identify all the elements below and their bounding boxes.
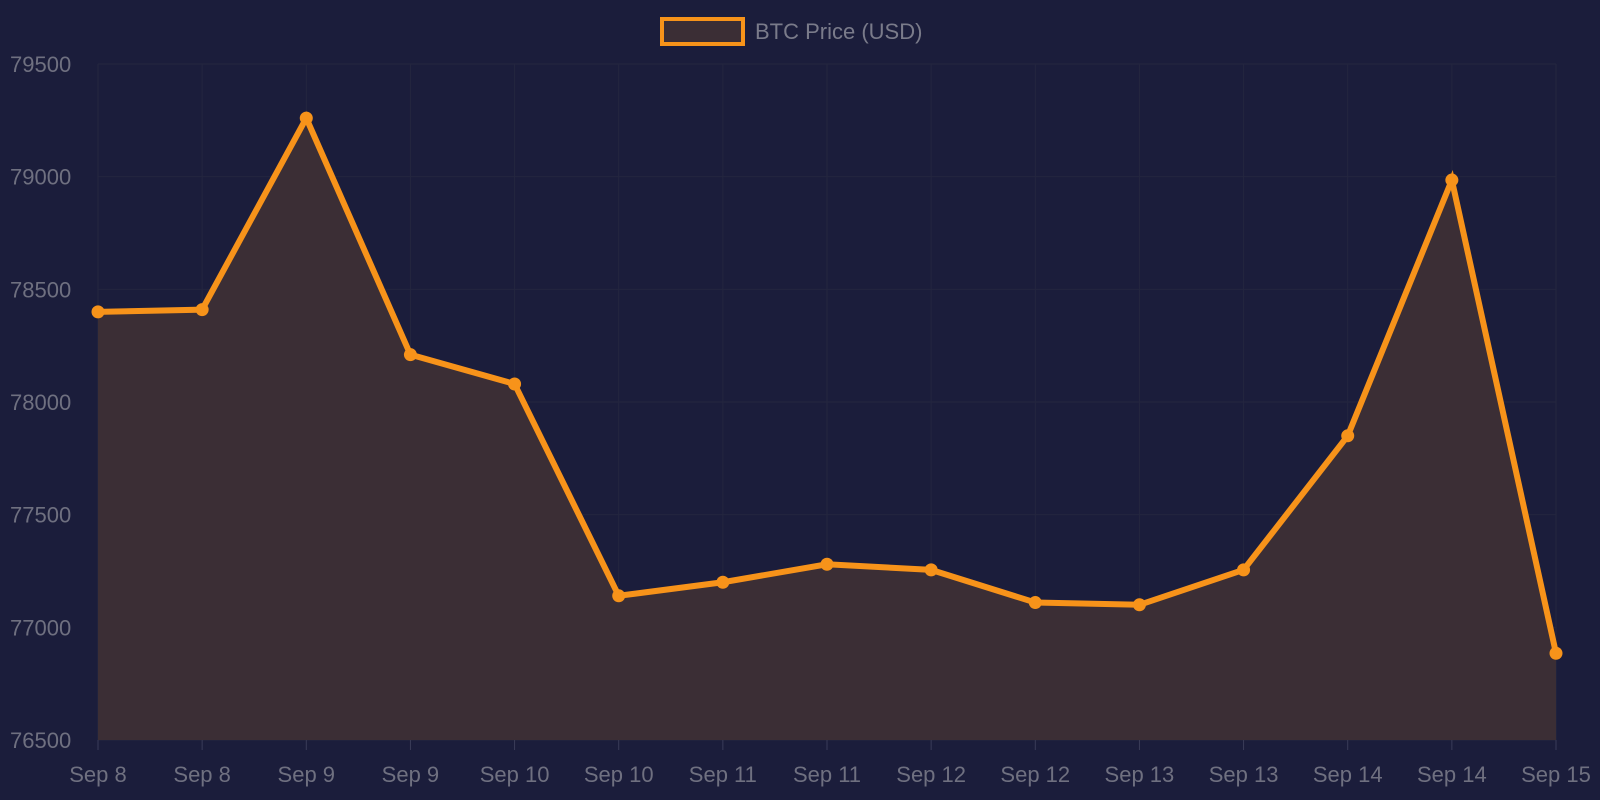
legend[interactable]: BTC Price (USD) — [660, 17, 922, 46]
data-point[interactable] — [91, 305, 105, 319]
data-point[interactable] — [820, 557, 834, 571]
y-axis-ticks: 79500 79000 78500 78000 77500 77000 76500 — [10, 52, 71, 753]
x-tick-label: Sep 9 — [278, 762, 336, 787]
area-layer — [98, 118, 1556, 740]
x-tick-label: Sep 13 — [1105, 762, 1175, 787]
y-tick-label: 77500 — [10, 503, 71, 528]
points-layer — [91, 111, 1563, 660]
x-tick-label: Sep 14 — [1417, 762, 1487, 787]
x-axis-ticks: Sep 8 Sep 8 Sep 9 Sep 9 Sep 10 Sep 10 Sep 11 Se… — [69, 740, 1591, 787]
legend-label-btc-price: BTC Price (USD) — [755, 19, 922, 44]
x-tick-label: Sep 11 — [689, 762, 757, 787]
data-point[interactable] — [924, 563, 938, 577]
y-tick-label: 78500 — [10, 277, 71, 302]
data-point[interactable] — [1445, 173, 1459, 187]
data-point[interactable] — [1028, 596, 1042, 610]
data-point[interactable] — [1341, 429, 1355, 443]
data-point[interactable] — [1237, 563, 1251, 577]
x-tick-label: Sep 13 — [1209, 762, 1279, 787]
data-point[interactable] — [716, 575, 730, 589]
data-point[interactable] — [508, 377, 522, 391]
y-tick-label: 79500 — [10, 52, 71, 77]
x-tick-label: Sep 15 — [1521, 762, 1591, 787]
y-tick-label: 78000 — [10, 390, 71, 415]
x-tick-label: Sep 9 — [382, 762, 440, 787]
x-tick-label: Sep 10 — [584, 762, 654, 787]
x-tick-label: Sep 10 — [480, 762, 550, 787]
data-point[interactable] — [299, 111, 313, 125]
series-area-btc-price — [98, 118, 1556, 740]
x-tick-label: Sep 12 — [1000, 762, 1070, 787]
y-tick-label: 77000 — [10, 615, 71, 640]
x-tick-label: Sep 11 — [793, 762, 861, 787]
x-tick-label: Sep 12 — [896, 762, 966, 787]
x-tick-label: Sep 8 — [173, 762, 231, 787]
data-point[interactable] — [403, 348, 417, 362]
x-tick-label: Sep 8 — [69, 762, 127, 787]
data-point[interactable] — [612, 589, 626, 603]
data-point[interactable] — [1549, 646, 1563, 660]
data-point[interactable] — [1132, 598, 1146, 612]
x-tick-label: Sep 14 — [1313, 762, 1383, 787]
data-point[interactable] — [195, 303, 209, 317]
legend-swatch — [660, 17, 745, 46]
y-tick-label: 76500 — [10, 728, 71, 753]
y-tick-label: 79000 — [10, 165, 71, 190]
